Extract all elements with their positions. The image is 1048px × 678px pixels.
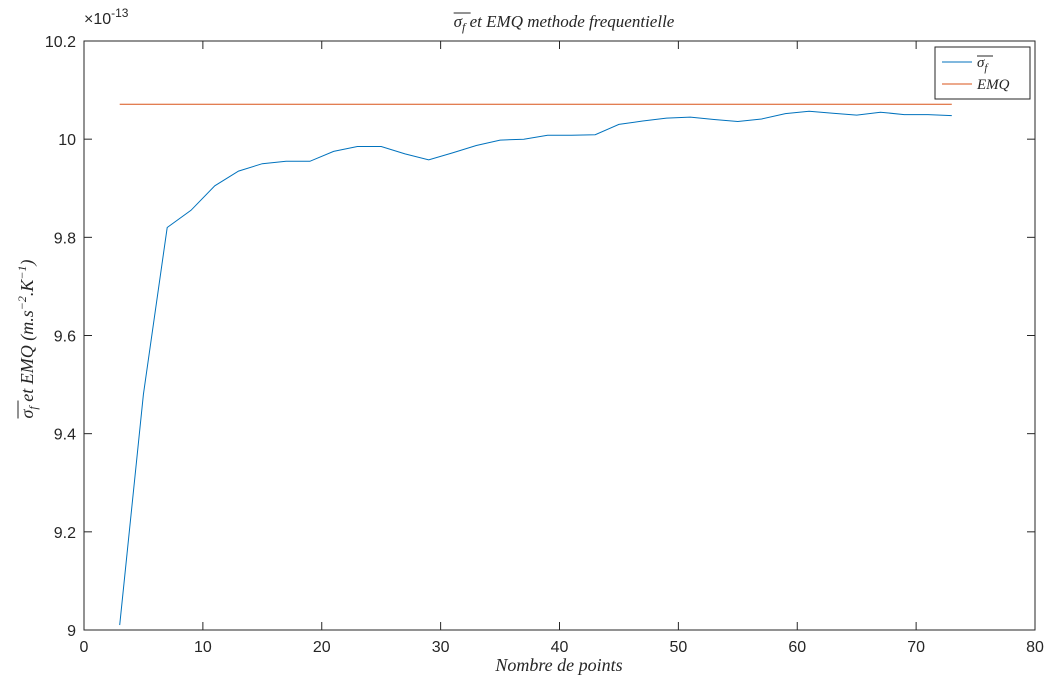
data-point	[238, 171, 239, 172]
data-point	[714, 119, 715, 120]
series-line-sigma-f	[119, 110, 952, 626]
y-tick-label: 9.2	[54, 525, 76, 542]
x-axis-label: Nombre de points	[494, 655, 622, 675]
y-label-superscript-1: −2	[15, 296, 29, 310]
y-exponent-base: ×10	[84, 11, 111, 28]
y-exponent-power: -13	[111, 6, 129, 20]
y-tick-label: 9.6	[54, 329, 76, 346]
series-layer	[119, 103, 952, 626]
axis-tick-labels: 0 10 20 30 40 50 60 70 80 9 9.2 9.4 9.6 9.8 10 10.2	[45, 34, 1044, 656]
data-point	[761, 119, 762, 120]
x-tick-label: 40	[551, 639, 569, 656]
data-point	[404, 153, 405, 154]
y-label-text: et EMQ (m.s	[17, 310, 38, 406]
title-symbol: σ	[454, 12, 463, 31]
data-point	[286, 161, 287, 162]
axis-ticks	[83, 40, 1036, 631]
y-label-subscript: f	[26, 405, 40, 410]
data-point	[547, 135, 548, 136]
axes-box	[83, 40, 1036, 631]
data-point	[737, 121, 738, 122]
data-point	[428, 159, 429, 160]
x-tick-label: 0	[80, 639, 89, 656]
data-point	[119, 625, 120, 626]
y-axis-label: σf et EMQ (m.s−2.K−1)	[15, 260, 40, 419]
y-tick-label: 9.4	[54, 427, 76, 444]
data-point	[809, 111, 810, 112]
data-point	[476, 145, 477, 146]
legend: σf EMQ	[934, 46, 1031, 100]
y-tick-label: 9	[67, 623, 76, 640]
data-point	[119, 104, 120, 105]
data-point	[500, 140, 501, 141]
x-tick-label: 30	[432, 639, 450, 656]
y-tick-label: 9.8	[54, 230, 76, 247]
data-point	[381, 146, 382, 147]
data-point	[880, 112, 881, 113]
y-tick-label: 10	[58, 132, 76, 149]
y-label-symbol: σ	[17, 408, 37, 418]
x-tick-label: 50	[669, 639, 687, 656]
title-subscript: f	[462, 20, 467, 34]
y-label-text-2: .K	[17, 279, 37, 297]
x-tick-label: 20	[313, 639, 331, 656]
data-point	[357, 146, 358, 147]
data-point	[452, 152, 453, 153]
y-axis-exponent: ×10-13	[84, 6, 129, 28]
y-tick-label: 10.2	[45, 34, 76, 51]
legend-label: EMQ	[976, 77, 1010, 93]
data-point	[143, 394, 144, 395]
x-tick-label: 80	[1026, 639, 1044, 656]
y-axis-label-group: σf et EMQ (m.s−2.K−1)	[15, 260, 40, 419]
data-point	[190, 210, 191, 211]
legend-label: σf	[977, 55, 989, 74]
data-point	[928, 114, 929, 115]
y-label-end: )	[17, 260, 38, 267]
data-point	[523, 139, 524, 140]
data-point	[571, 135, 572, 136]
data-point	[690, 117, 691, 118]
data-point	[214, 185, 215, 186]
x-tick-label: 60	[788, 639, 806, 656]
y-label-superscript-2: −1	[15, 266, 29, 280]
title-text: et EMQ methode frequentielle	[465, 12, 674, 31]
data-point	[642, 121, 643, 122]
data-point	[951, 115, 952, 116]
chart-title: σf et EMQ methode frequentielle	[454, 12, 675, 34]
data-point	[333, 151, 334, 152]
data-point	[618, 124, 619, 125]
x-tick-label: 70	[907, 639, 925, 656]
data-point	[309, 161, 310, 162]
data-point	[951, 104, 952, 105]
data-point	[262, 163, 263, 164]
data-point	[167, 227, 168, 228]
data-point	[856, 115, 857, 116]
data-point	[666, 118, 667, 119]
x-tick-label: 10	[194, 639, 212, 656]
data-point	[595, 134, 596, 135]
data-point	[904, 114, 905, 115]
data-point	[785, 113, 786, 114]
data-point	[832, 113, 833, 114]
